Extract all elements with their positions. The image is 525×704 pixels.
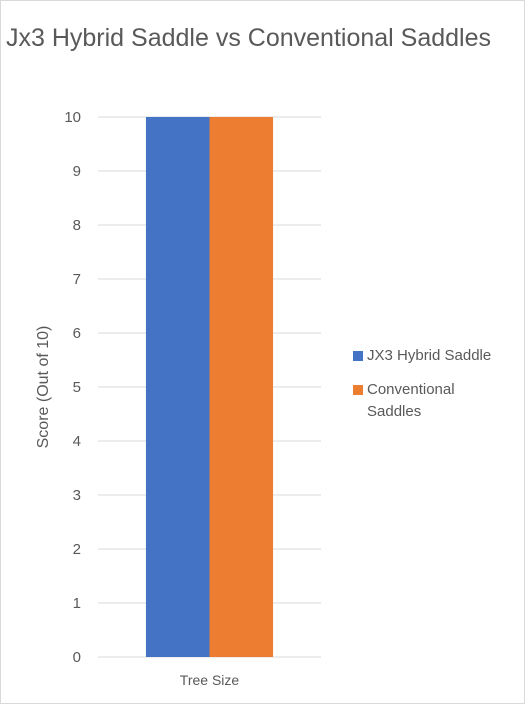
legend-item-conventional: Conventional Saddles [353,379,523,423]
x-axis-categories: Tree Size [180,672,240,688]
y-tick-label: 5 [73,379,81,396]
legend-label-jx3: JX3 Hybrid Saddle [367,347,492,364]
y-tick-label: 10 [64,109,81,126]
y-tick-label: 0 [73,649,81,666]
y-tick-label: 3 [73,487,81,504]
y-axis-ticks: 0 1 2 3 4 5 6 7 8 9 10 [64,109,81,666]
y-tick-label: 8 [73,217,81,234]
legend: JX3 Hybrid Saddle Conventional Saddles [353,345,523,435]
y-tick-label: 9 [73,163,81,180]
y-axis-title: Score (Out of 10) [35,326,52,449]
y-tick-label: 4 [73,433,81,450]
y-tick-label: 1 [73,595,81,612]
y-tick-label: 6 [73,325,81,342]
bars [145,117,274,657]
bar-conventional-saddles [209,117,274,657]
y-tick-label: 2 [73,541,81,558]
chart-title: Jx3 Hybrid Saddle vs Conventional Saddle… [6,24,491,52]
x-category-label: Tree Size [180,672,240,688]
legend-item-jx3: JX3 Hybrid Saddle [353,345,523,367]
y-tick-label: 7 [73,271,81,288]
bar-jx3-hybrid-saddle [145,117,210,657]
legend-swatch-jx3 [353,351,363,361]
legend-swatch-conventional [353,385,363,395]
legend-label-conventional: Conventional Saddles [367,381,455,420]
